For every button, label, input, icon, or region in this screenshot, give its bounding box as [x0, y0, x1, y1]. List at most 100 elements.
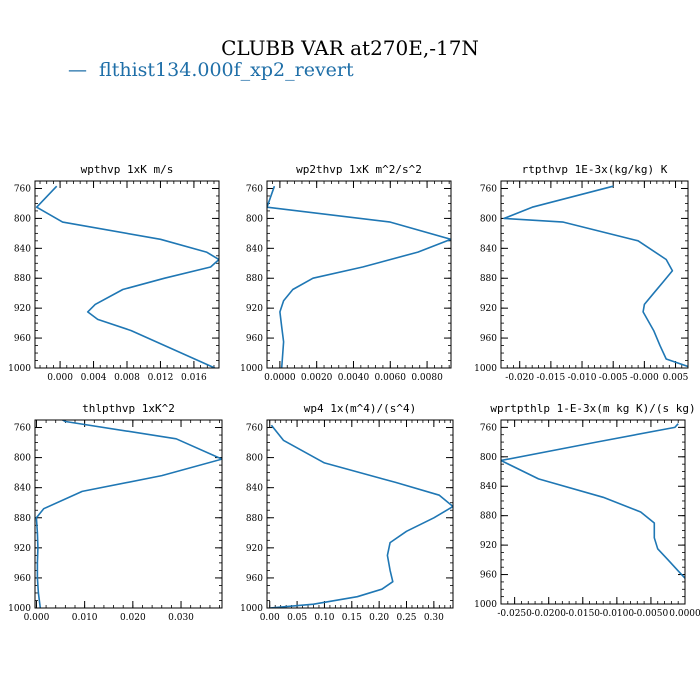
series-line [35, 420, 222, 608]
y-tick-label: 880 [480, 512, 497, 522]
y-tick-label: 840 [246, 244, 263, 254]
y-tick-label: 800 [480, 453, 497, 463]
y-tick-label: 960 [246, 334, 263, 344]
y-tick-label: 760 [246, 184, 263, 194]
x-tick-label: 0.0020 [301, 373, 333, 383]
x-tick-label: 0.016 [181, 373, 207, 383]
x-tick-label: 0.000 [47, 373, 73, 383]
figure-title: CLUBB VAR at270E,-17N [221, 36, 479, 60]
panel-title: wpthvp 1xK m/s [81, 163, 174, 176]
x-tick-label: 0.010 [72, 613, 98, 623]
panel-title: wprtpthlp 1-E-3x(m kg K)/(s kg) [490, 402, 695, 415]
y-tick-label: 1000 [8, 604, 31, 614]
plot-frame [500, 419, 686, 605]
y-tick-label: 920 [480, 304, 497, 314]
y-tick-label: 800 [480, 214, 497, 224]
panel-3: rtpthvp 1E-3x(kg/kg) K 760 800 840 880 920 960… [474, 163, 689, 383]
x-tick-label: 0.020 [120, 613, 146, 623]
x-tick-label: 0.004 [81, 373, 107, 383]
y-tick-label: 800 [14, 214, 31, 224]
series-line [269, 424, 453, 608]
x-tick-label: 0.005 [663, 373, 689, 383]
x-tick-label: 0.030 [168, 613, 194, 623]
series-line [501, 423, 685, 579]
x-tick-label: 0.10 [314, 613, 334, 623]
x-tick-label: -0.020 [505, 373, 534, 383]
y-tick-label: 960 [14, 334, 31, 344]
panel-5: wp4 1x(m^4)/(s^4)76080084088092096010000… [240, 402, 454, 623]
y-tick-label: 920 [14, 304, 31, 314]
y-tick-label: 760 [14, 424, 31, 434]
y-tick-label: 1000 [474, 600, 497, 610]
y-tick-label: 960 [480, 571, 497, 581]
y-tick-label: 880 [14, 274, 31, 284]
x-tick-label: 0.012 [148, 373, 174, 383]
y-tick-label: 1000 [8, 364, 31, 374]
y-tick-label: 920 [14, 544, 31, 554]
panel-title: rtpthvp 1E-3x(kg/kg) K [522, 163, 668, 176]
panels-container: wpthvp 1xK m/s76080084088092096010000.00… [8, 163, 700, 623]
x-tick-label: 0.0000 [669, 609, 700, 619]
y-tick-label: 760 [480, 423, 497, 433]
y-tick-label: 840 [480, 482, 497, 492]
y-tick-label: 840 [14, 244, 31, 254]
series-line [267, 185, 451, 368]
y-tick-label: 800 [246, 454, 263, 464]
x-tick-label: -0.010 [568, 373, 597, 383]
x-tick-label: 0.000 [24, 613, 50, 623]
series-line [35, 185, 219, 368]
series-line [503, 185, 688, 368]
x-tick-label: -0.0150 [566, 609, 601, 619]
plot-frame [34, 180, 220, 369]
y-tick-label: 1000 [474, 364, 497, 374]
x-tick-label: -0.015 [536, 373, 565, 383]
y-tick-label: 920 [246, 544, 263, 554]
panel-2: wp2thvp 1xK m^2/s^2 760 800 840 880 920 960 100… [240, 163, 452, 383]
y-tick-label: 1000 [240, 364, 263, 374]
x-tick-label: 0.05 [287, 613, 307, 623]
y-tick-label: 960 [14, 574, 31, 584]
x-tick-label: -0.000 [630, 373, 659, 383]
y-tick-label: 960 [480, 334, 497, 344]
y-tick-label: 800 [14, 454, 31, 464]
plot-frame [266, 180, 452, 369]
x-tick-label: -0.0250 [497, 609, 532, 619]
x-tick-label: -0.0100 [600, 609, 635, 619]
x-tick-label: 0.0080 [411, 373, 443, 383]
y-tick-label: 840 [14, 484, 31, 494]
x-tick-label: 0.0060 [375, 373, 407, 383]
x-tick-label: 0.0000 [264, 373, 296, 383]
y-tick-label: 760 [14, 184, 31, 194]
panel-title: wp2thvp 1xK m^2/s^2 [296, 163, 422, 176]
x-tick-label: 0.00 [260, 613, 280, 623]
legend-entry: — flthist134.000f_xp2_revert [68, 59, 354, 81]
y-tick-label: 840 [480, 244, 497, 254]
y-tick-label: 960 [246, 574, 263, 584]
y-tick-label: 880 [246, 514, 263, 524]
x-tick-label: 0.25 [396, 613, 416, 623]
panel-4: thlpthvp 1xK^2 760 800 840 880 920 960 10000.00… [8, 402, 223, 623]
x-tick-label: 0.20 [369, 613, 389, 623]
panel-title: wp4 1x(m^4)/(s^4) [304, 402, 417, 415]
x-tick-label: -0.0050 [634, 609, 669, 619]
plot-frame [34, 419, 223, 609]
y-tick-label: 840 [246, 484, 263, 494]
y-tick-label: 880 [246, 274, 263, 284]
y-tick-label: 800 [246, 214, 263, 224]
y-tick-label: 1000 [240, 604, 263, 614]
panel-1: wpthvp 1xK m/s 760 800 840 880 920 960 1000 0.00… [8, 163, 220, 383]
x-tick-label: 0.15 [342, 613, 362, 623]
y-tick-label: 920 [480, 541, 497, 551]
y-tick-label: 760 [246, 424, 263, 434]
legend-label: flthist134.000f_xp2_revert [99, 59, 354, 81]
x-tick-label: -0.005 [599, 373, 628, 383]
y-tick-label: 920 [246, 304, 263, 314]
x-tick-label: -0.0200 [531, 609, 566, 619]
x-tick-label: 0.0040 [338, 373, 370, 383]
y-tick-label: 880 [14, 514, 31, 524]
plot-frame [266, 419, 454, 609]
panel-6: wprtpthlp 1-E-3x(m kg K)/(s kg) 760 800 840… [474, 402, 700, 619]
y-tick-label: 880 [480, 274, 497, 284]
legend-marker: — [68, 59, 87, 81]
